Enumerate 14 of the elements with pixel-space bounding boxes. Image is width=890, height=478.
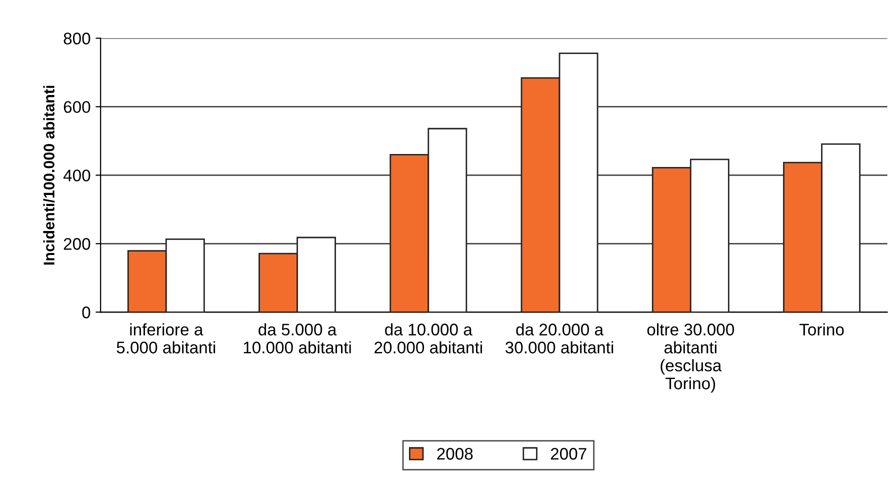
y-axis-title: Incidenti/100.000 abitanti bbox=[43, 86, 55, 265]
x-tick-label: oltre 30.000 abitanti (esclusa Torino) bbox=[647, 323, 734, 393]
x-tick-label: inferiore a 5.000 abitanti bbox=[116, 323, 216, 354]
legend-label: 2008 bbox=[437, 448, 473, 460]
x-tick-label: da 5.000 a 10.000 abitanti bbox=[244, 323, 351, 354]
x-tick-label: Torino bbox=[799, 323, 844, 336]
y-tick-label: 800 bbox=[64, 32, 90, 44]
y-tick-label: 0 bbox=[82, 306, 90, 318]
x-tick-label: da 20.000 a 30.000 abitanti bbox=[505, 323, 614, 354]
y-tick-label: 600 bbox=[64, 101, 90, 113]
y-tick-label: 400 bbox=[63, 170, 90, 182]
x-tick-label: da 10.000 a 20.000 abitanti bbox=[374, 323, 482, 354]
legend-label: 2007 bbox=[550, 448, 586, 460]
y-tick-label: 200 bbox=[64, 238, 90, 250]
